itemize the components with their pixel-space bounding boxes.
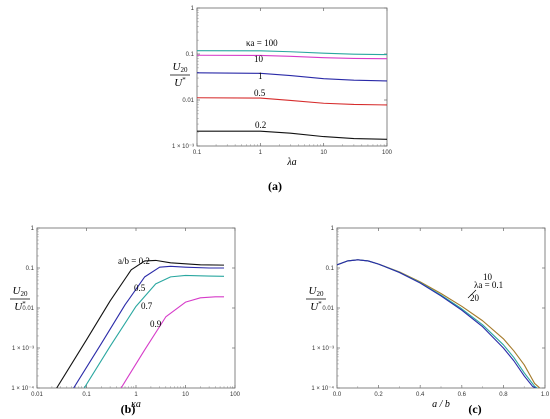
label-leader-line (467, 289, 477, 299)
series-line-0 (56, 259, 225, 388)
y-tick-label: 1 (191, 6, 195, 12)
series-line-4 (197, 130, 387, 140)
x-tick-label: 100 (382, 150, 393, 156)
y-tick-label: 1 (31, 226, 35, 232)
y-tick-label: 1 × 10⁻³ (12, 346, 34, 352)
x-tick-label: 100 (230, 392, 241, 398)
y-axis-label-denominator: U* (310, 300, 322, 313)
series-line-1 (337, 259, 538, 388)
panel-b: 0.01 0.1 1 10 100 1 × 10⁻⁴ 1 × 10⁻³ 0.01 0.1 1 a/b… (10, 226, 241, 416)
y-tick-label: 0.01 (22, 306, 34, 312)
series-label-3: 0.5 (254, 88, 266, 98)
y-tick-label: 1 × 10⁻³ (172, 144, 194, 150)
series-line-3 (120, 296, 225, 388)
y-tick-label: 1 (331, 226, 335, 232)
x-tick-label: 0.8 (499, 392, 508, 398)
y-label-sub: 20 (316, 290, 324, 298)
y-tick-label: 0.01 (182, 98, 194, 104)
series-label-2: 1 (258, 71, 263, 81)
panel-c: 0.0 0.2 0.4 0.6 0.8 1.0 1 × 10⁻⁴ 1 × 10⁻³ 0.01 0.… (306, 226, 550, 416)
x-tick-label: 0.4 (416, 392, 425, 398)
series-line-3 (197, 97, 387, 106)
series-label-0: λa = 0.1 (474, 280, 503, 290)
y-label-sub: 20 (20, 290, 28, 298)
panel-label: (a) (268, 179, 282, 193)
series-label-3: 0.9 (150, 319, 162, 329)
y-tick-label: 1 × 10⁻⁴ (311, 385, 334, 392)
y-axis-label-numerator: U20 (173, 61, 188, 74)
x-tick-label: 0.6 (458, 392, 467, 398)
x-tick-label: 0.1 (82, 392, 91, 398)
series-label-1: 10 (254, 54, 264, 64)
y-label-den-main: U (310, 301, 319, 313)
panel-label: (c) (468, 402, 481, 416)
x-axis-label: κa (131, 399, 141, 410)
x-tick-label: 0.0 (333, 392, 342, 398)
series-label-4: 0.2 (255, 120, 266, 130)
x-tick-label: 0.1 (193, 150, 202, 156)
series-line-2 (337, 259, 536, 388)
x-axis-label: λa (286, 157, 296, 168)
y-axis-label-denominator: U* (14, 300, 26, 313)
y-label-den-sup: * (22, 300, 26, 308)
y-tick-label: 1 × 10⁻³ (312, 346, 334, 352)
series-line-0 (197, 50, 387, 56)
x-tick-label: 1 (134, 392, 138, 398)
panel-label: (b) (121, 402, 136, 416)
x-tick-label: 10 (320, 150, 327, 156)
series-label-2: 20 (470, 293, 480, 303)
plot-frame (196, 7, 388, 147)
series-label-2: 0.7 (141, 301, 153, 311)
y-tick-label: 1 × 10⁻⁴ (11, 385, 34, 392)
y-label-main: U (309, 285, 318, 297)
series-line-2 (83, 274, 225, 388)
series-line-0 (337, 259, 541, 388)
y-label-den-sup: * (318, 300, 322, 308)
x-tick-label: 1.0 (541, 392, 550, 398)
x-axis-label: a / b (432, 399, 450, 410)
panel-a: 0.1 1 10 100 1 × 10⁻³ 0.01 0.1 1 κa = 100 10 1 0.5 0… (170, 6, 393, 193)
y-label-den-sup: * (182, 76, 186, 84)
y-label-den-main: U (174, 77, 183, 89)
series-line-1 (73, 265, 225, 388)
y-label-main: U (173, 61, 182, 73)
plot-frame (336, 227, 546, 389)
y-axis-label-numerator: U20 (309, 285, 324, 298)
y-axis-label-numerator: U20 (13, 285, 28, 298)
y-tick-label: 0.1 (186, 52, 195, 58)
y-label-sub: 20 (180, 66, 188, 74)
x-tick-label: 0.2 (374, 392, 383, 398)
x-tick-label: 1 (259, 150, 263, 156)
y-tick-label: 0.1 (26, 266, 35, 272)
series-label-1: 0.5 (134, 283, 146, 293)
x-tick-label: 0.01 (31, 392, 43, 398)
series-label-0: a/b = 0.2 (118, 256, 150, 266)
series-label-0: κa = 100 (246, 38, 278, 48)
y-axis-label-denominator: U* (174, 76, 186, 89)
x-tick-label: 10 (182, 392, 189, 398)
y-label-den-main: U (14, 301, 23, 313)
series-line-1 (197, 54, 387, 60)
series-line-2 (197, 72, 387, 82)
y-tick-label: 0.1 (326, 266, 335, 272)
y-tick-label: 0.01 (322, 306, 334, 312)
series-label-1: 10 (483, 272, 493, 282)
y-label-main: U (13, 285, 22, 297)
